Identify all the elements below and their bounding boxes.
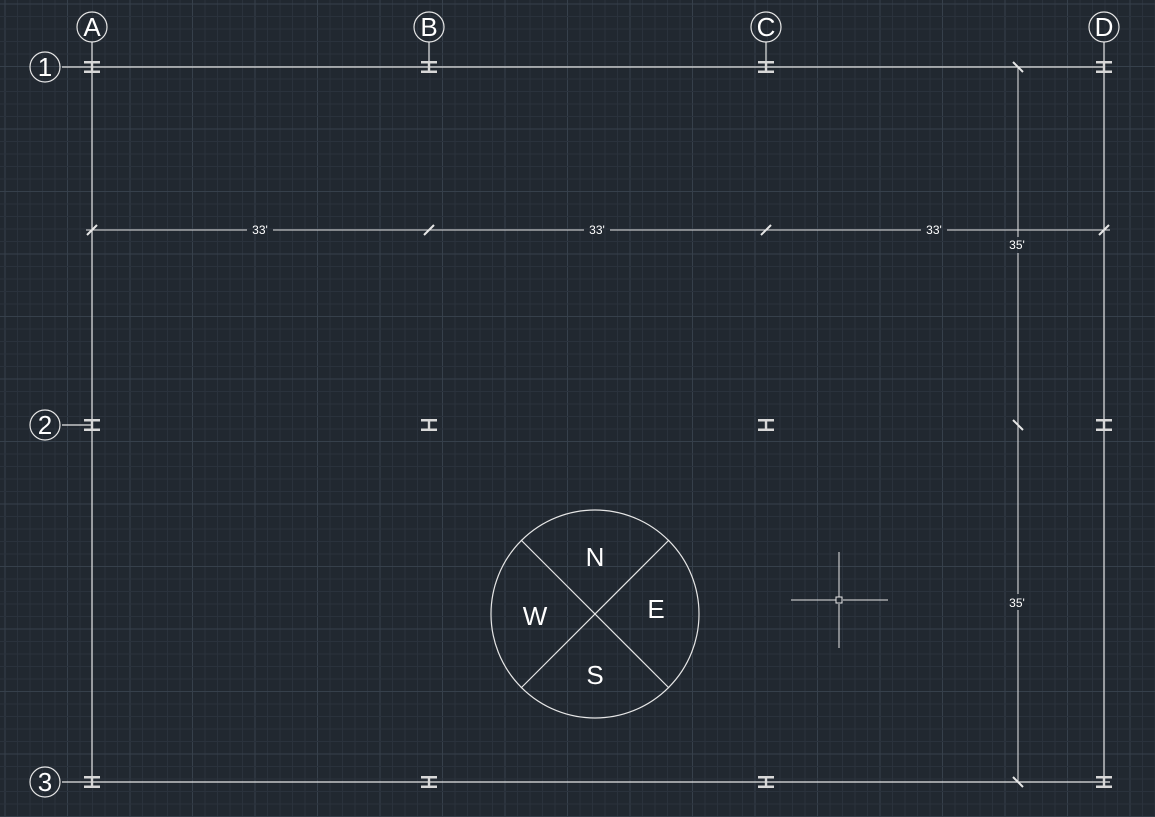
vdim-tick-3 — [1012, 776, 1024, 788]
dim-label-2-3: 35' — [1009, 596, 1025, 610]
steel-column-icon[interactable] — [758, 419, 774, 431]
beam-flange — [90, 778, 94, 786]
column-label-a: A — [83, 12, 101, 42]
vertical-dimension-string[interactable] — [1012, 61, 1024, 788]
bubble-circle — [29, 51, 61, 83]
vdim-tick-1 — [1012, 61, 1024, 73]
beam-flange — [764, 778, 768, 786]
beam-flange — [421, 776, 437, 779]
steel-column-icon[interactable] — [1096, 61, 1112, 73]
beam-flange — [427, 421, 431, 429]
beam-flange — [1096, 785, 1112, 788]
compass-rose[interactable]: N E S W — [490, 509, 700, 719]
compass-circle — [490, 509, 700, 719]
beam-flange — [758, 419, 774, 422]
horizontal-dimension-string[interactable] — [86, 224, 1110, 236]
beam-flange — [84, 785, 100, 788]
beam-flange — [1096, 61, 1112, 64]
beam-flange — [1102, 778, 1106, 786]
column-bubble-a[interactable]: A — [76, 11, 108, 43]
beam-flange — [1096, 776, 1112, 779]
beam-flange — [764, 63, 768, 71]
steel-column-icon[interactable] — [758, 61, 774, 73]
beam-flange — [1096, 70, 1112, 73]
beam-flange — [1102, 421, 1106, 429]
beam-flange — [1096, 419, 1112, 422]
beam-flange — [84, 428, 100, 431]
bubble-circle — [29, 409, 61, 441]
steel-column-icon[interactable] — [1096, 419, 1112, 431]
compass-south-label: S — [586, 660, 603, 690]
bubble-circle — [76, 11, 108, 43]
beam-flange — [758, 785, 774, 788]
steel-column-icon[interactable] — [421, 419, 437, 431]
row-bubble-1[interactable]: 1 — [29, 51, 61, 83]
dim-tick-b — [423, 224, 435, 236]
dim-label-a-b: 33' — [252, 223, 268, 237]
bubble-circle — [750, 11, 782, 43]
compass-west-label: W — [523, 601, 548, 631]
steel-column-icon[interactable] — [84, 419, 100, 431]
steel-column-icon[interactable] — [84, 776, 100, 788]
beam-flange — [764, 421, 768, 429]
steel-column-icon[interactable] — [1096, 776, 1112, 788]
bubble-circle — [413, 11, 445, 43]
beam-flange — [427, 778, 431, 786]
row-label-1: 1 — [38, 52, 52, 82]
row-label-2: 2 — [38, 410, 52, 440]
steel-column-icon[interactable] — [421, 61, 437, 73]
dim-tick-d — [1098, 224, 1110, 236]
column-label-b: B — [420, 12, 437, 42]
beam-flange — [421, 419, 437, 422]
beam-flange — [421, 61, 437, 64]
steel-column-icon[interactable] — [758, 776, 774, 788]
beam-flange — [758, 428, 774, 431]
beam-flange — [84, 61, 100, 64]
dim-tick-c — [760, 224, 772, 236]
column-bubble-d[interactable]: D — [1088, 11, 1120, 43]
beam-flange — [758, 776, 774, 779]
compass-north-label: N — [586, 542, 605, 572]
crosshair-cursor-icon — [791, 552, 888, 648]
dim-tick-a — [86, 224, 98, 236]
beam-flange — [84, 70, 100, 73]
crosshair-pickbox — [835, 596, 843, 604]
column-label-c: C — [757, 12, 776, 42]
steel-column-icon[interactable] — [84, 61, 100, 73]
beam-flange — [421, 70, 437, 73]
row-label-3: 3 — [38, 767, 52, 797]
beam-flange — [421, 428, 437, 431]
dim-label-b-c: 33' — [589, 223, 605, 237]
row-bubble-3[interactable]: 3 — [29, 766, 61, 798]
compass-east-label: E — [647, 594, 664, 624]
beam-flange — [758, 70, 774, 73]
bubble-circle — [1088, 11, 1120, 43]
row-bubble-2[interactable]: 2 — [29, 409, 61, 441]
beam-flange — [84, 419, 100, 422]
structural-frame — [62, 42, 1110, 783]
beam-flange — [421, 785, 437, 788]
beam-flange — [1102, 63, 1106, 71]
dim-label-1-2: 35' — [1009, 238, 1025, 252]
column-label-d: D — [1095, 12, 1114, 42]
column-bubble-b[interactable]: B — [413, 11, 445, 43]
beam-flange — [90, 421, 94, 429]
vdim-tick-2 — [1012, 419, 1024, 431]
beam-flange — [1096, 428, 1112, 431]
beam-flange — [758, 61, 774, 64]
column-symbols — [84, 61, 1112, 788]
beam-flange — [84, 776, 100, 779]
bubble-circle — [29, 766, 61, 798]
dim-label-c-d: 33' — [926, 223, 942, 237]
compass-diagonal-2 — [520, 539, 670, 689]
beam-flange — [427, 63, 431, 71]
steel-column-icon[interactable] — [421, 776, 437, 788]
beam-flange — [90, 63, 94, 71]
column-bubble-c[interactable]: C — [750, 11, 782, 43]
